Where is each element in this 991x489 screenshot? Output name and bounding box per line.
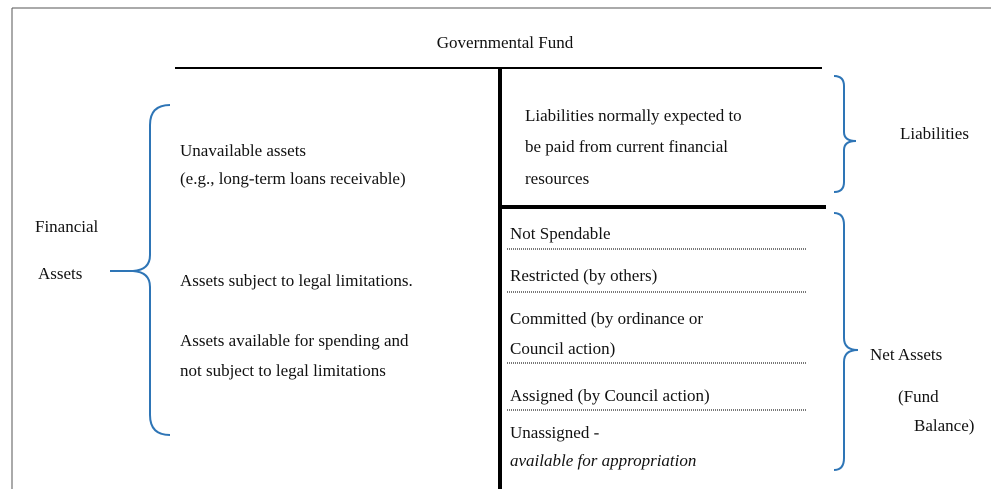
liability-text: resources — [525, 169, 589, 188]
fund-item: Restricted (by others) — [510, 266, 657, 285]
fund-item: Assigned (by Council action) — [510, 386, 710, 405]
asset-item: (e.g., long-term loans receivable) — [180, 169, 406, 188]
fund-item: Committed (by ordinance or — [510, 309, 703, 328]
brace-label: (Fund — [898, 387, 939, 406]
fund-item: available for appropriation — [510, 451, 696, 470]
net-assets-brace — [833, 212, 859, 471]
fund-item: Council action) — [510, 339, 615, 358]
liability-text: Liabilities normally expected to — [525, 106, 742, 125]
brace-label: Liabilities — [900, 124, 969, 143]
title: Governmental Fund — [437, 33, 574, 52]
asset-item: Assets subject to legal limitations. — [180, 271, 413, 290]
fund-item: Not Spendable — [510, 224, 611, 243]
brace-label: Net Assets — [870, 345, 942, 364]
group-label: Financial — [35, 217, 99, 236]
assets-brace — [132, 104, 171, 436]
asset-item: not subject to legal limitations — [180, 361, 386, 380]
asset-item: Unavailable assets — [180, 141, 306, 160]
liabilities-brace — [833, 75, 857, 193]
liability-text: be paid from current financial — [525, 137, 728, 156]
fund-item: Unassigned - — [510, 423, 600, 442]
brace-label: Balance) — [914, 416, 974, 435]
group-label: Assets — [38, 264, 82, 283]
asset-item: Assets available for spending and — [180, 331, 409, 350]
